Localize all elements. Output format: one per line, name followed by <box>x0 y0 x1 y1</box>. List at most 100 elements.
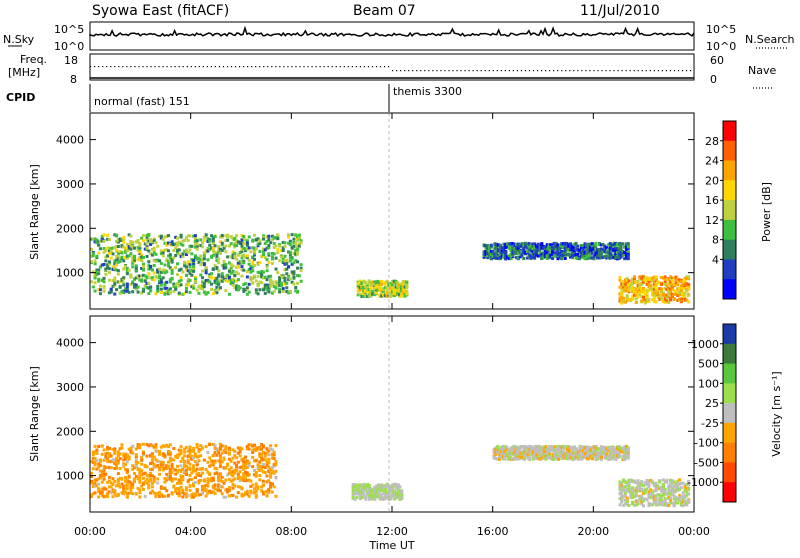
power-echo-cell <box>203 285 206 288</box>
power-colorbar-segment-5 <box>723 220 736 240</box>
power-echo-cell <box>194 280 197 283</box>
power-echo-cell <box>178 248 181 251</box>
power-echo-cell <box>133 247 136 250</box>
freq-point <box>533 70 534 71</box>
velocity-echo-cell <box>265 474 268 477</box>
power-colorbar-segment-4 <box>723 200 736 220</box>
power-echo-cell <box>258 288 261 291</box>
velocity-echo-cell <box>194 453 197 456</box>
freq-point <box>263 66 264 67</box>
power-echo-cell <box>296 260 299 263</box>
velocity-echo-cell <box>248 495 251 498</box>
power-echo-cell <box>300 269 303 272</box>
power-echo-cell <box>140 278 143 281</box>
velocity-echo-cell <box>153 476 156 479</box>
velocity-echo-cell <box>233 477 236 480</box>
velocity-echo-cell <box>640 480 643 483</box>
cpid-segment-2: themis 3300 <box>393 85 462 98</box>
velocity-echo-cell <box>187 459 190 462</box>
velocity-echo-cell <box>183 461 186 464</box>
velocity-echo-cell <box>138 495 141 498</box>
velocity-echo-cell <box>171 463 174 466</box>
velocity-echo-cell <box>94 463 97 466</box>
power-echo-cell <box>176 273 179 276</box>
freq-point <box>348 66 349 67</box>
power-echo-cell <box>189 248 192 251</box>
velocity-echo-cell <box>605 452 608 455</box>
velocity-echo-cell <box>240 487 243 490</box>
power-echo-cell <box>192 265 195 268</box>
velocity-echo-cell <box>221 485 224 488</box>
power-echo-cell <box>660 288 663 291</box>
power-echo-cell <box>631 298 634 301</box>
power-echo-cell <box>108 260 111 263</box>
power-echo-cell <box>140 259 143 262</box>
velocity-echo-cell <box>199 454 202 457</box>
power-echo-cell <box>237 278 240 281</box>
velocity-echo-cell <box>94 445 97 448</box>
power-echo-cell <box>201 245 204 248</box>
power-echo-cell <box>556 243 559 246</box>
velocity-echo-cell <box>364 498 367 501</box>
power-echo-cell <box>203 254 206 257</box>
velocity-echo-cell <box>137 461 140 464</box>
power-echo-cell <box>94 276 97 279</box>
power-echo-cell <box>210 283 213 286</box>
freq-point <box>102 66 103 67</box>
freq-point <box>110 66 111 67</box>
power-echo-cell <box>296 290 299 293</box>
power-echo-cell <box>235 258 238 261</box>
power-echo-cell <box>129 235 132 238</box>
velocity-echo-cell <box>171 471 174 474</box>
power-echo-cell <box>282 287 285 290</box>
power-echo-cell <box>248 246 251 249</box>
power-echo-cell <box>162 276 165 279</box>
power-echo-cell <box>273 252 276 255</box>
power-echo-cell <box>266 269 269 272</box>
power-echo-cell <box>289 277 292 280</box>
velocity-echo-cell <box>262 463 265 466</box>
power-echo-cell <box>262 238 265 241</box>
velocity-echo-cell <box>208 456 211 459</box>
velocity-echo-cell <box>138 476 141 479</box>
power-ytick-label-3000: 3000 <box>56 178 84 191</box>
power-echo-cell <box>108 271 111 274</box>
freq-point <box>223 66 224 67</box>
velocity-echo-cell <box>265 494 268 497</box>
velocity-echo-cell <box>251 451 254 454</box>
power-echo-cell <box>205 266 208 269</box>
power-echo-cell <box>203 257 206 260</box>
velocity-echo-cell <box>228 452 231 455</box>
power-echo-cell <box>190 252 193 255</box>
freq-point <box>90 66 91 67</box>
power-echo-cell <box>147 282 150 285</box>
power-echo-cell <box>405 281 408 284</box>
power-echo-cell <box>627 254 630 257</box>
velocity-echo-cell <box>196 443 199 446</box>
velocity-echo-cell <box>205 495 208 498</box>
velocity-echo-cell <box>206 461 209 464</box>
velocity-echo-cell <box>181 495 184 498</box>
power-echo-cell <box>246 275 249 278</box>
velocity-echo-cell <box>600 456 603 459</box>
velocity-echo-cell <box>172 459 175 462</box>
freq-point <box>259 66 260 67</box>
power-echo-cell <box>103 285 106 288</box>
velocity-echo-cell <box>131 452 134 455</box>
power-echo-cell <box>267 252 270 255</box>
velocity-echo-cell <box>97 483 100 486</box>
power-echo-cell <box>260 281 263 284</box>
power-echo-cell <box>103 290 106 293</box>
freq-point <box>179 66 180 67</box>
power-echo-cell <box>275 268 278 271</box>
power-echo-cell <box>228 276 231 279</box>
freq-point <box>291 66 292 67</box>
power-echo-cell <box>257 284 260 287</box>
freq-point <box>183 66 184 67</box>
velocity-echo-cell <box>196 463 199 466</box>
velocity-echo-cell <box>228 486 231 489</box>
velocity-echo-cell <box>188 445 191 448</box>
velocity-echo-cell <box>224 445 227 448</box>
power-echo-cell <box>511 254 514 257</box>
power-echo-cell <box>230 242 233 245</box>
